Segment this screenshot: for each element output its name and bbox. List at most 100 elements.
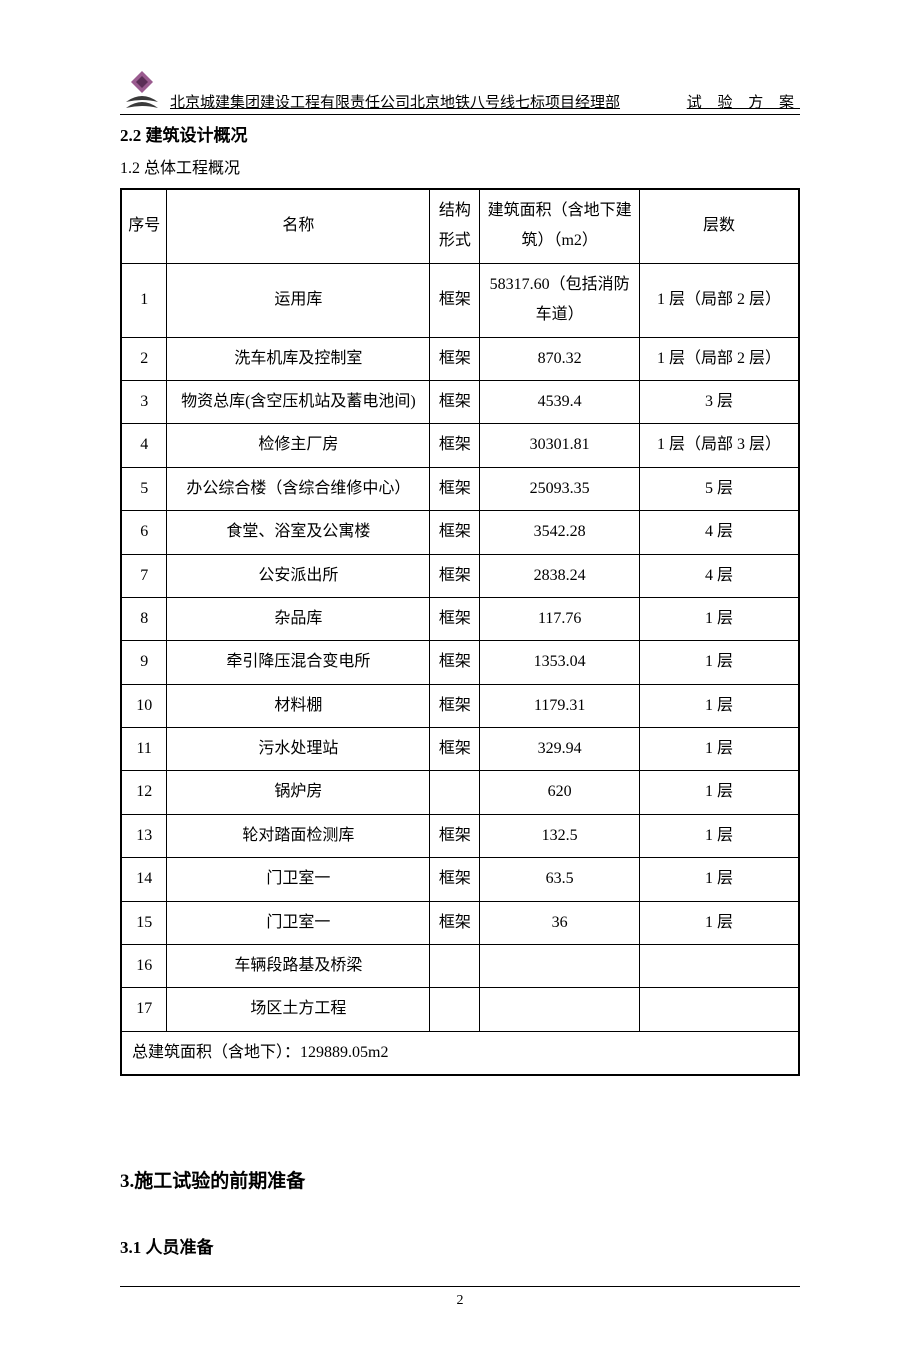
table-cell: 2 bbox=[121, 337, 167, 380]
table-total-cell: 总建筑面积（含地下）：129889.05m2 bbox=[121, 1031, 799, 1075]
col-header-area: 建筑面积（含地下建筑）（m2） bbox=[480, 189, 640, 263]
table-cell: 4539.4 bbox=[480, 380, 640, 423]
table-cell: 框架 bbox=[430, 424, 480, 467]
table-cell: 材料棚 bbox=[167, 684, 430, 727]
table-cell bbox=[480, 945, 640, 988]
table-row: 2洗车机库及控制室框架870.321 层（局部 2 层） bbox=[121, 337, 799, 380]
header-doc-type: 试 验 方 案 bbox=[687, 91, 800, 112]
table-cell: 轮对踏面检测库 bbox=[167, 814, 430, 857]
table-cell: 4 bbox=[121, 424, 167, 467]
table-cell: 12 bbox=[121, 771, 167, 814]
table-cell: 框架 bbox=[430, 814, 480, 857]
heading-3: 3.施工试验的前期准备 bbox=[120, 1166, 800, 1193]
table-cell: 锅炉房 bbox=[167, 771, 430, 814]
table-cell: 框架 bbox=[430, 641, 480, 684]
table-row: 17场区土方工程 bbox=[121, 988, 799, 1031]
table-cell: 36 bbox=[480, 901, 640, 944]
table-cell: 9 bbox=[121, 641, 167, 684]
page-container: 北京城建集团建设工程有限责任公司北京地铁八号线七标项目经理部 试 验 方 案 2… bbox=[0, 0, 920, 1349]
table-cell: 门卫室一 bbox=[167, 901, 430, 944]
table-cell bbox=[480, 988, 640, 1031]
heading-3-1: 3.1 人员准备 bbox=[120, 1233, 800, 1258]
table-cell: 14 bbox=[121, 858, 167, 901]
table-cell: 870.32 bbox=[480, 337, 640, 380]
page-number: 2 bbox=[457, 1293, 464, 1308]
table-row: 13轮对踏面检测库框架132.51 层 bbox=[121, 814, 799, 857]
table-cell: 620 bbox=[480, 771, 640, 814]
table-cell: 1 层 bbox=[639, 597, 799, 640]
table-cell: 17 bbox=[121, 988, 167, 1031]
table-row: 9牵引降压混合变电所框架1353.041 层 bbox=[121, 641, 799, 684]
table-cell: 1179.31 bbox=[480, 684, 640, 727]
table-cell: 16 bbox=[121, 945, 167, 988]
table-cell: 运用库 bbox=[167, 263, 430, 337]
table-cell: 11 bbox=[121, 728, 167, 771]
table-row: 1运用库框架58317.60（包括消防车道）1 层（局部 2 层） bbox=[121, 263, 799, 337]
table-row: 14门卫室一框架63.51 层 bbox=[121, 858, 799, 901]
table-cell: 58317.60（包括消防车道） bbox=[480, 263, 640, 337]
table-cell: 框架 bbox=[430, 597, 480, 640]
table-cell: 食堂、浴室及公寓楼 bbox=[167, 511, 430, 554]
building-overview-table: 序号 名称 结构形式 建筑面积（含地下建筑）（m2） 层数 1运用库框架5831… bbox=[120, 188, 800, 1076]
page-footer: 2 bbox=[120, 1286, 800, 1309]
table-cell: 5 bbox=[121, 467, 167, 510]
col-header-name: 名称 bbox=[167, 189, 430, 263]
table-cell: 1 层 bbox=[639, 728, 799, 771]
table-row: 3物资总库(含空压机站及蓄电池间)框架4539.43 层 bbox=[121, 380, 799, 423]
table-cell: 物资总库(含空压机站及蓄电池间) bbox=[167, 380, 430, 423]
table-cell: 框架 bbox=[430, 511, 480, 554]
table-cell: 框架 bbox=[430, 684, 480, 727]
table-cell: 框架 bbox=[430, 380, 480, 423]
table-cell: 3 层 bbox=[639, 380, 799, 423]
table-cell: 1 层（局部 2 层） bbox=[639, 263, 799, 337]
company-logo-icon bbox=[120, 68, 164, 112]
table-cell: 杂品库 bbox=[167, 597, 430, 640]
table-cell: 30301.81 bbox=[480, 424, 640, 467]
heading-2-2: 2.2 建筑设计概况 bbox=[120, 121, 800, 146]
table-cell: 检修主厂房 bbox=[167, 424, 430, 467]
table-row: 8杂品库框架117.761 层 bbox=[121, 597, 799, 640]
table-cell: 132.5 bbox=[480, 814, 640, 857]
table-cell: 1 层 bbox=[639, 858, 799, 901]
table-cell: 8 bbox=[121, 597, 167, 640]
table-cell: 2838.24 bbox=[480, 554, 640, 597]
table-cell: 1 层（局部 2 层） bbox=[639, 337, 799, 380]
table-cell: 场区土方工程 bbox=[167, 988, 430, 1031]
table-cell bbox=[639, 988, 799, 1031]
col-header-floors: 层数 bbox=[639, 189, 799, 263]
table-cell: 5 层 bbox=[639, 467, 799, 510]
table-cell: 15 bbox=[121, 901, 167, 944]
table-cell: 13 bbox=[121, 814, 167, 857]
table-cell bbox=[430, 945, 480, 988]
table-cell: 1 层 bbox=[639, 901, 799, 944]
table-cell: 1 bbox=[121, 263, 167, 337]
table-row: 4检修主厂房框架30301.811 层（局部 3 层） bbox=[121, 424, 799, 467]
table-cell: 框架 bbox=[430, 337, 480, 380]
table-cell: 框架 bbox=[430, 728, 480, 771]
table-cell: 3542.28 bbox=[480, 511, 640, 554]
table-head: 序号 名称 结构形式 建筑面积（含地下建筑）（m2） 层数 bbox=[121, 189, 799, 263]
table-cell: 框架 bbox=[430, 901, 480, 944]
table-cell: 329.94 bbox=[480, 728, 640, 771]
table-cell: 办公综合楼（含综合维修中心） bbox=[167, 467, 430, 510]
table-cell: 4 层 bbox=[639, 511, 799, 554]
table-cell: 1 层（局部 3 层） bbox=[639, 424, 799, 467]
table-row: 12锅炉房 6201 层 bbox=[121, 771, 799, 814]
table-cell: 1 层 bbox=[639, 641, 799, 684]
table-cell: 1 层 bbox=[639, 814, 799, 857]
table-row: 11污水处理站框架329.941 层 bbox=[121, 728, 799, 771]
table-cell bbox=[430, 771, 480, 814]
table-row: 10材料棚框架1179.311 层 bbox=[121, 684, 799, 727]
table-cell: 框架 bbox=[430, 263, 480, 337]
table-cell: 1 层 bbox=[639, 771, 799, 814]
table-cell: 63.5 bbox=[480, 858, 640, 901]
table-row: 16车辆段路基及桥梁 bbox=[121, 945, 799, 988]
table-cell: 框架 bbox=[430, 467, 480, 510]
page-header: 北京城建集团建设工程有限责任公司北京地铁八号线七标项目经理部 试 验 方 案 bbox=[120, 68, 800, 115]
table-cell: 10 bbox=[121, 684, 167, 727]
table-row: 5办公综合楼（含综合维修中心）框架25093.355 层 bbox=[121, 467, 799, 510]
table-cell bbox=[639, 945, 799, 988]
col-header-seq: 序号 bbox=[121, 189, 167, 263]
table-cell: 1 层 bbox=[639, 684, 799, 727]
table-total-row: 总建筑面积（含地下）：129889.05m2 bbox=[121, 1031, 799, 1075]
